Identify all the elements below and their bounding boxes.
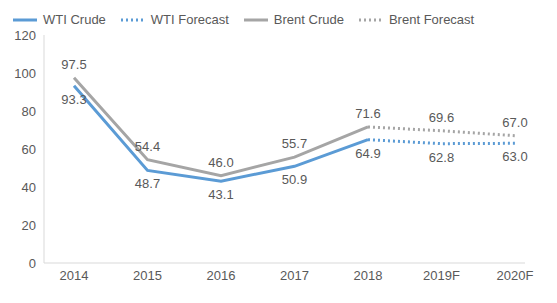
svg-text:2018: 2018	[354, 268, 383, 283]
svg-text:2015: 2015	[133, 268, 162, 283]
svg-text:2019F: 2019F	[423, 268, 460, 283]
svg-text:48.7: 48.7	[135, 176, 160, 191]
svg-text:2020F: 2020F	[497, 268, 534, 283]
svg-text:55.7: 55.7	[282, 136, 307, 151]
svg-text:2014: 2014	[60, 268, 89, 283]
svg-text:43.1: 43.1	[208, 187, 233, 202]
svg-text:62.8: 62.8	[429, 150, 454, 165]
svg-text:60: 60	[22, 142, 36, 157]
svg-text:100: 100	[14, 66, 36, 81]
svg-text:50.9: 50.9	[282, 172, 307, 187]
svg-text:71.6: 71.6	[355, 106, 380, 121]
svg-text:2017: 2017	[280, 268, 309, 283]
svg-text:63.0: 63.0	[502, 149, 527, 164]
svg-text:97.5: 97.5	[61, 57, 86, 72]
svg-text:46.0: 46.0	[208, 155, 233, 170]
svg-text:93.3: 93.3	[61, 92, 86, 107]
html-text:WTI Crude: WTI Crude	[43, 12, 106, 27]
svg-text:64.9: 64.9	[355, 146, 380, 161]
svg-text:120: 120	[14, 28, 36, 43]
svg-text:40: 40	[22, 180, 36, 195]
html-text:WTI Forecast: WTI Forecast	[150, 12, 229, 27]
html-text:Brent Crude: Brent Crude	[273, 12, 344, 27]
svg-text:54.4: 54.4	[135, 139, 160, 154]
html-text:Brent Forecast: Brent Forecast	[389, 12, 475, 27]
svg-text:80: 80	[22, 104, 36, 119]
svg-text:69.6: 69.6	[429, 110, 454, 125]
svg-text:2016: 2016	[207, 268, 236, 283]
svg-text:0: 0	[29, 256, 36, 271]
svg-text:67.0: 67.0	[502, 115, 527, 130]
svg-text:20: 20	[22, 218, 36, 233]
